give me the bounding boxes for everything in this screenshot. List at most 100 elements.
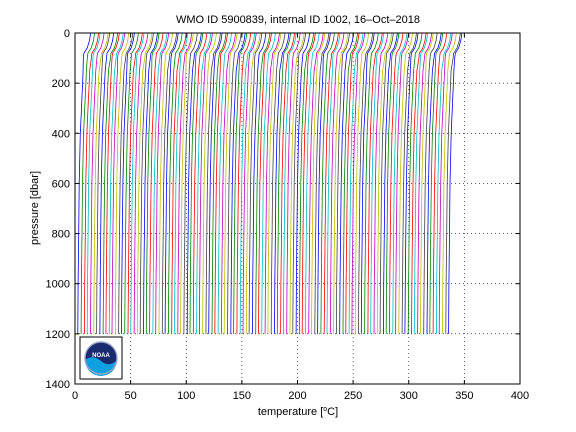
profile-line [308,32,324,334]
y-tick-label: 1400 [46,379,70,391]
y-tick-label: 600 [52,178,70,190]
profile-line [158,32,174,334]
profile-line [214,32,228,334]
profile-line [145,32,160,334]
profile-line [248,32,263,334]
profile-line [370,32,385,334]
profile-line [333,32,349,334]
profile-line [267,32,282,334]
profile-line [420,32,434,334]
profile-line [114,32,130,334]
logo-text: NOAA [92,353,110,359]
x-tick-label: 0 [72,390,78,402]
x-tick-label: 150 [233,390,251,402]
profile-line [233,32,248,334]
profile-line [360,32,375,334]
profile-line [385,32,400,334]
profile-line [230,32,246,334]
profile-line [295,32,311,334]
profile-line [161,32,178,334]
profile-line [177,32,193,334]
profile-line [133,32,149,334]
x-tick-label: 400 [511,390,529,402]
y-tick-label: 1000 [46,279,70,291]
x-tick-label: 300 [400,390,418,402]
profile-line [245,32,261,334]
profile-line [411,32,427,334]
profile-line [221,32,236,334]
profile-line [180,32,194,334]
profile-line [395,32,409,334]
profile-line [227,32,242,334]
profile-line [164,32,179,334]
profile-line [389,32,404,334]
profile-line [152,32,168,334]
profile-line [351,32,366,334]
profile-line [286,32,301,334]
profile-line [392,32,408,334]
profile-line [445,32,461,334]
profile-line [298,32,315,334]
profile-line [438,32,453,334]
profile-line [99,32,115,334]
profile-line [258,32,272,334]
profile-line [401,32,417,334]
profile-line [436,32,452,334]
profile-line [96,32,111,334]
profile-line [432,32,448,334]
y-tick-label: 800 [52,229,70,241]
profile-line [373,32,389,334]
profile-line [143,32,158,334]
profile-line [329,32,345,334]
profile-line [236,32,252,334]
logo-outline [84,341,118,375]
x-axis-label-prefix: temperature [ [258,406,323,418]
profile-line [407,32,423,334]
profile-line [196,32,212,334]
profile-line [413,32,429,334]
x-tick-label: 350 [455,390,473,402]
profile-line [345,32,360,334]
profile-line [305,32,320,334]
profile-line [398,32,413,334]
profile-line [323,32,339,334]
profile-line [127,32,143,334]
profile-line [124,32,139,334]
profile-line [367,32,383,334]
profile-line [105,32,120,334]
x-tick-label: 100 [177,390,195,402]
profile-line [111,32,126,334]
profile-line [274,32,290,334]
x-axis-label-suffix: C] [327,406,338,418]
profile-line [171,32,187,334]
profile-line [239,32,256,334]
profile-line [423,32,438,334]
profile-line [90,32,105,334]
profile-line [217,32,232,334]
profile-line [283,32,297,334]
profile-line [137,32,153,334]
profile-line [186,32,202,334]
x-tick-label: 50 [125,390,137,402]
profile-line [326,32,341,334]
profile-line [139,32,154,334]
profile-line [149,32,164,334]
profile-line [354,32,370,334]
profile-line [102,32,119,334]
profile-line [183,32,198,334]
profile-line [252,32,267,334]
profile-line [317,32,331,334]
profile-line [426,32,442,334]
noaa-logo: NOAA [79,336,123,380]
profile-line [379,32,394,334]
profile-line [208,32,223,334]
profile-line [80,32,95,334]
profile-line [223,32,238,334]
x-axis-label: temperature [oC] [258,406,338,418]
profile-line [417,32,433,334]
profile-line [199,32,213,334]
profile-line [264,32,280,334]
profile-line [292,32,307,334]
profile-line [192,32,208,334]
